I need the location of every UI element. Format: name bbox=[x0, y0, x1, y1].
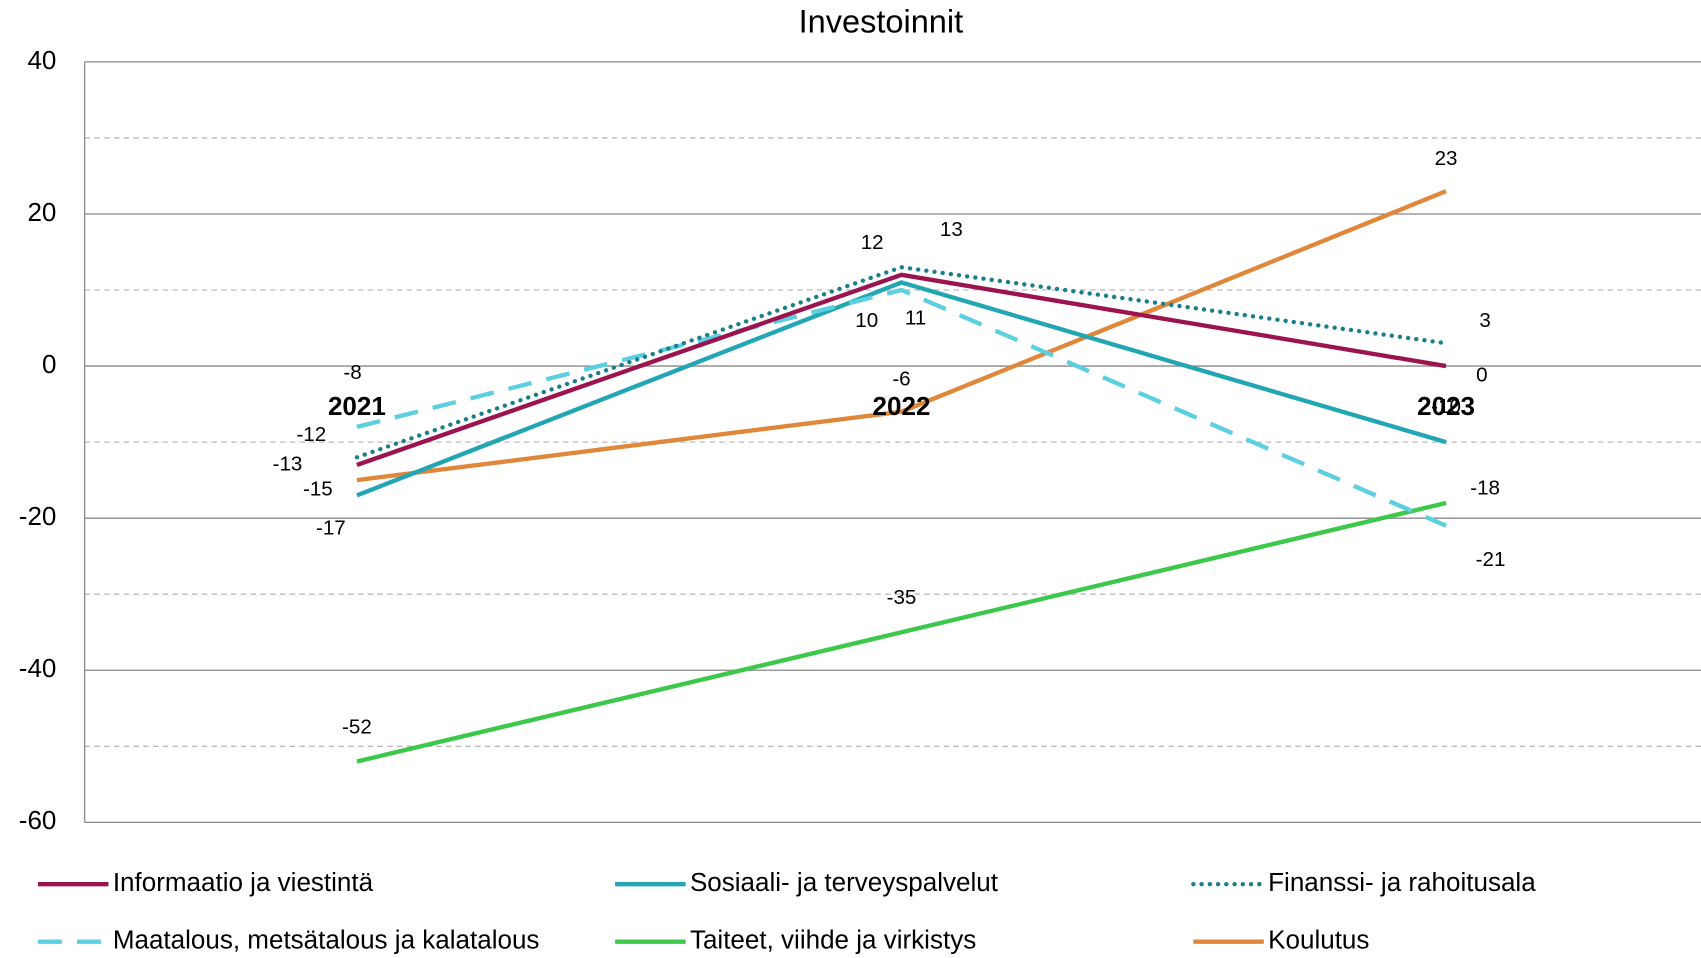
data-label: -52 bbox=[342, 715, 372, 738]
series-line bbox=[356, 272, 1447, 467]
x-tick-label: 2022 bbox=[873, 391, 931, 421]
data-label: -10 bbox=[1431, 395, 1461, 418]
data-label: -21 bbox=[1476, 548, 1506, 571]
series-line bbox=[354, 265, 1449, 460]
chart-title: Investoinnit bbox=[799, 4, 964, 40]
y-tick-label: -60 bbox=[19, 805, 57, 835]
data-label: -17 bbox=[316, 516, 346, 539]
data-label: -8 bbox=[343, 361, 361, 384]
x-tick-label: 2021 bbox=[328, 391, 386, 421]
series-line bbox=[356, 189, 1447, 483]
data-label: 23 bbox=[1435, 147, 1458, 170]
data-label: 13 bbox=[940, 218, 963, 241]
series-line bbox=[356, 280, 1447, 498]
legend-label: Maatalous, metsätalous ja kalatalous bbox=[113, 925, 540, 955]
data-label: 0 bbox=[1476, 363, 1487, 386]
y-tick-label: -20 bbox=[19, 501, 57, 531]
y-tick-label: 20 bbox=[27, 197, 56, 227]
data-label: -12 bbox=[296, 423, 326, 446]
data-label: -35 bbox=[887, 586, 917, 609]
y-tick-label: -40 bbox=[19, 653, 57, 683]
data-label: 12 bbox=[861, 231, 884, 254]
legend-label: Taiteet, viihde ja virkistys bbox=[690, 925, 976, 955]
x-tick-label: 2023 bbox=[1417, 391, 1475, 421]
legend-label: Informaatio ja viestintä bbox=[113, 867, 374, 897]
legend-label: Koulutus bbox=[1268, 925, 1369, 955]
data-label: 3 bbox=[1479, 309, 1490, 332]
data-label: 10 bbox=[855, 309, 878, 332]
series-line bbox=[356, 287, 1447, 528]
series-line bbox=[356, 500, 1447, 764]
data-label: -18 bbox=[1470, 476, 1500, 499]
data-label: -6 bbox=[892, 368, 910, 391]
data-label: -15 bbox=[303, 477, 333, 500]
y-tick-label: 0 bbox=[42, 349, 56, 379]
legend-label: Finanssi- ja rahoitusala bbox=[1268, 867, 1536, 897]
y-tick-label: 40 bbox=[27, 45, 56, 75]
legend-label: Sosiaali- ja terveyspalvelut bbox=[690, 867, 999, 897]
data-label: -13 bbox=[273, 452, 303, 475]
data-label: 11 bbox=[905, 307, 926, 330]
